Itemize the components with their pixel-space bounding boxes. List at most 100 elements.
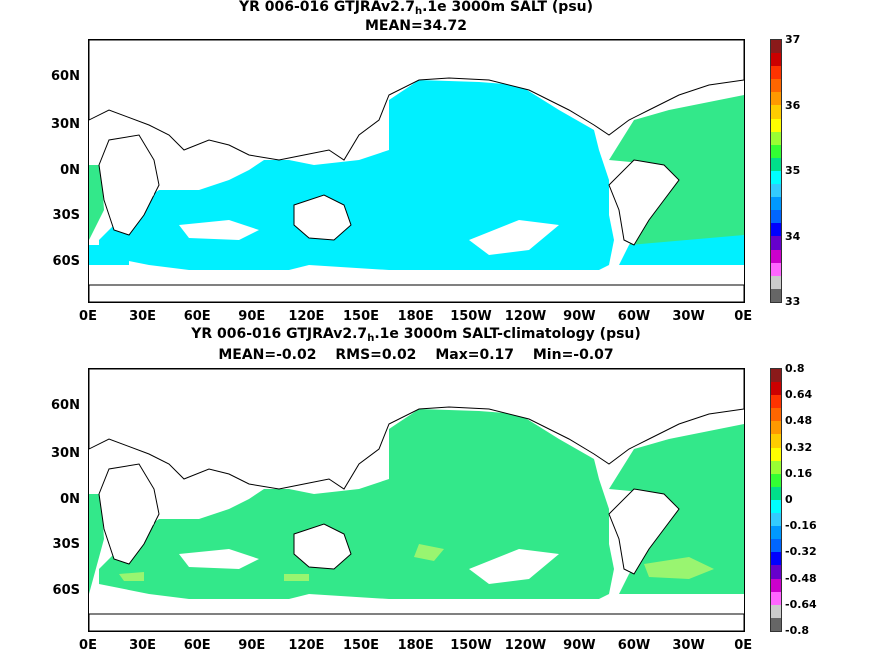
latitude-label: 60N bbox=[51, 398, 80, 413]
colorbar-swatch bbox=[771, 565, 781, 579]
colorbar-tick-label: 0.16 bbox=[785, 466, 813, 480]
colorbar-swatch bbox=[771, 369, 781, 383]
colorbar-tick-label: 0 bbox=[785, 493, 793, 506]
longitude-label: 150W bbox=[450, 638, 492, 653]
longitude-label: 90E bbox=[238, 309, 266, 324]
colorbar-swatch bbox=[771, 288, 781, 302]
latitude-label: 0N bbox=[60, 492, 80, 507]
colorbar-swatch bbox=[771, 197, 781, 211]
colorbar-swatch bbox=[771, 92, 781, 106]
longitude-label: 30W bbox=[672, 309, 705, 324]
latitude-label: 30S bbox=[52, 537, 80, 552]
longitude-label: 0E bbox=[79, 638, 97, 653]
longitude-label: 90W bbox=[563, 309, 596, 324]
colorbar-swatch bbox=[771, 131, 781, 145]
longitude-label: 120E bbox=[288, 638, 325, 653]
latitude-label: 30N bbox=[51, 117, 80, 132]
colorbar-swatch bbox=[771, 66, 781, 80]
longitude-label: 0E bbox=[734, 309, 753, 324]
colorbar-swatch bbox=[771, 395, 781, 409]
latitude-label: 60S bbox=[52, 583, 80, 598]
top-colorbar bbox=[770, 39, 782, 303]
colorbar-swatch bbox=[771, 223, 781, 237]
colorbar-swatch bbox=[771, 499, 781, 514]
colorbar-tick-label: 33 bbox=[785, 295, 801, 308]
bottom-anomaly-map bbox=[88, 368, 745, 632]
bottom-map-title: YR 006-016 GTJRAv2.7h.1e 3000m SALT-clim… bbox=[191, 326, 641, 344]
top-map-svg bbox=[89, 40, 744, 302]
colorbar-swatch bbox=[771, 275, 781, 289]
colorbar-tick-label: -0.48 bbox=[785, 571, 817, 585]
colorbar-tick-label: 0.48 bbox=[785, 414, 813, 428]
colorbar-swatch bbox=[771, 617, 781, 631]
colorbar-swatch bbox=[771, 105, 781, 119]
colorbar-swatch bbox=[771, 262, 781, 276]
bottom-colorbar bbox=[770, 368, 782, 632]
colorbar-swatch bbox=[771, 236, 781, 250]
bottom-land bbox=[89, 369, 744, 631]
colorbar-swatch bbox=[771, 53, 781, 67]
colorbar-tick-label: 35 bbox=[785, 164, 801, 177]
longitude-label: 150E bbox=[342, 309, 380, 324]
longitude-label: 120E bbox=[288, 309, 325, 324]
top-atlantic-fill bbox=[89, 95, 744, 265]
colorbar-tick-label: -0.8 bbox=[785, 624, 810, 637]
colorbar-swatch bbox=[771, 591, 781, 605]
longitude-label: 60W bbox=[617, 638, 651, 653]
colorbar-swatch bbox=[771, 144, 781, 158]
colorbar-swatch bbox=[771, 447, 781, 461]
colorbar-swatch bbox=[771, 157, 781, 171]
bottom-blank-patches bbox=[109, 514, 559, 584]
colorbar-swatch bbox=[771, 79, 781, 93]
colorbar-swatch bbox=[771, 184, 781, 198]
colorbar-tick-label: 0.32 bbox=[785, 440, 813, 454]
longitude-label: 180E bbox=[397, 309, 434, 324]
bottom-rms-stat: RMS=0.02 bbox=[335, 347, 417, 363]
latitude-label: 60S bbox=[52, 254, 80, 269]
longitude-label: 60E bbox=[183, 638, 211, 653]
colorbar-swatch bbox=[771, 40, 781, 54]
longitude-label: 0E bbox=[79, 309, 97, 324]
colorbar-tick-label: -0.32 bbox=[785, 545, 817, 559]
colorbar-swatch bbox=[771, 249, 781, 263]
top-mean-stat: MEAN=34.72 bbox=[364, 18, 468, 34]
colorbar-swatch bbox=[771, 118, 781, 132]
colorbar-tick-label: 36 bbox=[785, 98, 801, 112]
longitude-label: 180E bbox=[397, 638, 434, 653]
colorbar-swatch bbox=[771, 539, 781, 553]
latitude-label: 60N bbox=[51, 69, 80, 84]
longitude-label: 0E bbox=[734, 638, 753, 653]
bottom-positive-patches bbox=[119, 544, 714, 581]
bottom-mean-stat: MEAN=-0.02 bbox=[218, 347, 317, 363]
longitude-label: 30E bbox=[129, 309, 157, 324]
colorbar-swatch bbox=[771, 421, 781, 435]
colorbar-tick-label: -0.64 bbox=[785, 597, 817, 611]
colorbar-tick-label: -0.16 bbox=[785, 519, 817, 533]
bottom-map-svg bbox=[89, 369, 744, 631]
colorbar-swatch bbox=[771, 460, 781, 474]
latitude-label: 0N bbox=[60, 163, 80, 178]
top-blank-patches bbox=[109, 185, 559, 255]
colorbar-tick-label: 0.8 bbox=[785, 362, 805, 375]
colorbar-swatch bbox=[771, 408, 781, 422]
top-land bbox=[89, 40, 744, 302]
bottom-max-stat: Max=0.17 bbox=[435, 347, 514, 363]
longitude-label: 90W bbox=[563, 638, 596, 653]
colorbar-tick-label: 0.64 bbox=[785, 388, 813, 402]
colorbar-swatch bbox=[771, 552, 781, 566]
colorbar-swatch bbox=[771, 526, 781, 540]
longitude-label: 90E bbox=[238, 638, 266, 653]
top-salinity-map bbox=[88, 39, 745, 303]
colorbar-swatch bbox=[771, 513, 781, 527]
colorbar-swatch bbox=[771, 578, 781, 592]
colorbar-swatch bbox=[771, 604, 781, 618]
colorbar-swatch bbox=[771, 210, 781, 224]
longitude-label: 30E bbox=[129, 638, 157, 653]
longitude-label: 150E bbox=[342, 638, 380, 653]
top-map-title: YR 006-016 GTJRAv2.7h.1e 3000m SALT (psu… bbox=[238, 0, 594, 17]
top-map-stats: MEAN=34.72 bbox=[88, 18, 744, 35]
longitude-label: 30W bbox=[672, 638, 705, 653]
colorbar-swatch bbox=[771, 382, 781, 396]
colorbar-swatch bbox=[771, 486, 781, 500]
longitude-label: 150W bbox=[450, 309, 492, 324]
